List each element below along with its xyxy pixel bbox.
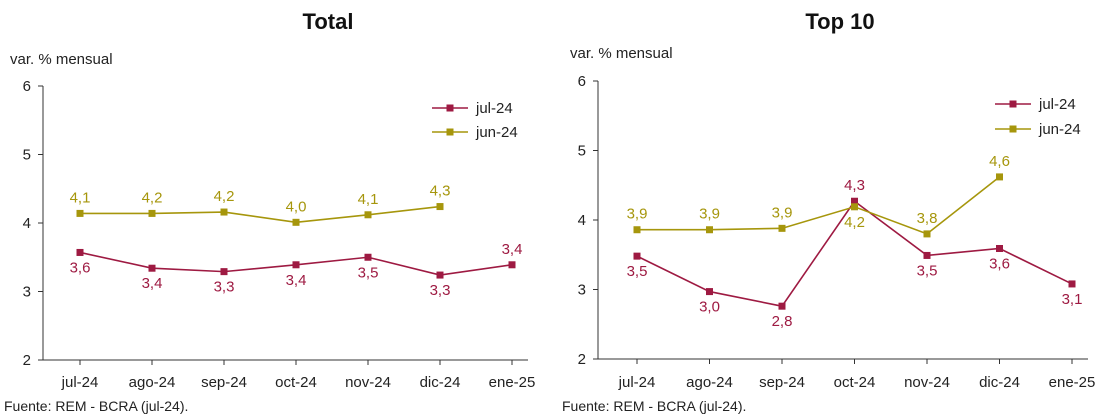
chart-total: Total var. % mensual Fuente: REM - BCRA … [4,9,535,414]
data-label: 3,4 [142,275,163,292]
data-label: 3,4 [502,241,523,258]
data-label: 4,2 [142,189,163,206]
data-label: 3,8 [917,210,938,227]
data-label: 3,5 [627,263,648,280]
data-label: 3,9 [772,204,793,221]
legend-marker [446,128,454,136]
data-point [923,251,931,259]
y-axis-label: var. % mensual [570,45,673,62]
x-tick-label: ene-25 [489,374,536,391]
legend-label: jul-24 [1038,96,1076,113]
legend-marker [1009,100,1017,108]
data-label: 4,2 [844,214,865,231]
x-tick-label: ago-24 [129,374,176,391]
data-label: 3,0 [699,299,720,316]
y-tick-label: 4 [578,212,586,229]
data-label: 3,5 [917,262,938,279]
legend-label: jun-24 [475,124,518,141]
data-point [1068,280,1076,288]
data-label: 4,1 [358,191,379,208]
data-point [778,224,786,232]
data-point [148,264,156,272]
data-point [778,302,786,310]
y-tick-label: 5 [23,147,31,164]
data-label: 2,8 [772,313,793,330]
data-label: 3,1 [1062,291,1083,308]
y-tick-label: 6 [578,73,586,90]
x-tick-label: dic-24 [979,374,1020,391]
data-label: 3,3 [430,282,451,299]
y-tick-label: 4 [23,215,31,232]
data-label: 4,3 [844,177,865,194]
data-point [148,209,156,217]
legend-label: jul-24 [475,100,513,117]
x-tick-label: oct-24 [834,374,876,391]
data-point [364,211,372,219]
data-label: 3,6 [989,255,1010,272]
x-tick-label: jul-24 [618,374,656,391]
data-label: 3,3 [214,279,235,296]
y-tick-label: 2 [578,351,586,368]
source-note: Fuente: REM - BCRA (jul-24). [4,398,188,414]
chart-title: Top 10 [805,9,874,34]
series-line-jun-24 [637,176,1000,235]
data-label: 3,5 [358,264,379,281]
data-point [220,208,228,216]
x-tick-label: nov-24 [904,374,950,391]
y-tick-label: 6 [23,78,31,95]
data-label: 3,6 [70,259,91,276]
data-point [633,226,641,234]
data-point [436,271,444,279]
data-point [76,209,84,217]
chart-title: Total [303,9,354,34]
data-point [851,197,858,205]
x-tick-label: sep-24 [201,374,247,391]
legend-label: jun-24 [1038,121,1081,138]
x-tick-label: nov-24 [345,374,391,391]
data-point [923,230,931,238]
data-point [292,218,300,226]
data-label: 4,6 [989,153,1010,170]
data-point [292,261,300,269]
x-tick-label: oct-24 [275,374,317,391]
y-tick-label: 5 [578,143,586,160]
chart-top10: Top 10 var. % mensual Fuente: REM - BCRA… [562,9,1095,414]
data-point [508,261,516,269]
data-label: 3,9 [627,206,648,223]
data-point [851,203,858,211]
data-label: 4,3 [430,183,451,200]
x-tick-label: dic-24 [420,374,461,391]
data-point [706,288,713,296]
data-point [220,268,228,276]
y-axis-label: var. % mensual [10,51,113,68]
data-label: 4,1 [70,189,91,206]
x-tick-label: sep-24 [759,374,805,391]
x-tick-label: ene-25 [1049,374,1096,391]
legend-marker [446,104,454,112]
y-tick-label: 2 [23,352,31,369]
data-point [436,203,444,211]
x-tick-label: ago-24 [686,374,733,391]
data-point [996,244,1003,252]
data-label: 3,4 [286,272,307,289]
legend-marker [1009,125,1017,133]
x-tick-label: jul-24 [61,374,99,391]
y-tick-label: 3 [578,282,586,299]
data-point [706,226,713,234]
data-point [76,248,84,256]
series-line-jun-24 [80,205,441,224]
data-point [996,173,1003,181]
data-point [364,253,372,261]
source-note: Fuente: REM - BCRA (jul-24). [562,398,746,414]
data-label: 4,0 [286,198,307,215]
data-label: 3,9 [699,206,720,223]
data-point [633,252,641,260]
y-tick-label: 3 [23,284,31,301]
data-label: 4,2 [214,188,235,205]
